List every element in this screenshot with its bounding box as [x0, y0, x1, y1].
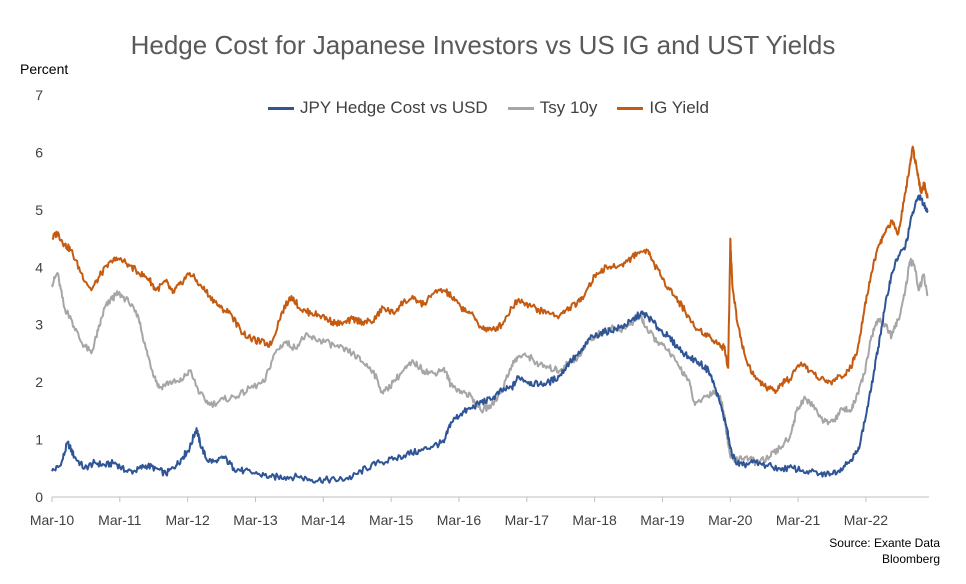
- source-line-1: Source: Exante Data: [829, 536, 940, 550]
- y-axis-unit-label: Percent: [20, 61, 69, 77]
- legend-label-jpy-hedge-cost: JPY Hedge Cost vs USD: [300, 98, 488, 117]
- y-tick-label: 4: [35, 259, 43, 275]
- y-tick-label: 3: [35, 317, 43, 333]
- legend-label-ig-yield: IG Yield: [649, 98, 709, 117]
- legend-label-tsy-10y: Tsy 10y: [539, 98, 598, 117]
- x-tick-label: Mar-18: [572, 512, 617, 528]
- x-tick-label: Mar-15: [369, 512, 414, 528]
- source-line-2: Bloomberg: [881, 552, 940, 566]
- legend-swatch-jpy-hedge-cost: [268, 106, 294, 110]
- x-tick-label: Mar-13: [233, 512, 278, 528]
- x-tick-label: Mar-14: [301, 512, 346, 528]
- x-tick-label: Mar-12: [165, 512, 210, 528]
- x-tick-label: Mar-19: [640, 512, 685, 528]
- x-tick-label: Mar-21: [776, 512, 821, 528]
- x-tick-label: Mar-10: [30, 512, 75, 528]
- x-tick-label: Mar-11: [98, 512, 142, 528]
- x-tick-label: Mar-20: [708, 512, 753, 528]
- series-line-jpy-hedge-cost-vs-usd: [51, 194, 929, 484]
- y-tick-label: 6: [35, 144, 43, 160]
- legend-item-tsy-10y: Tsy 10y: [507, 98, 598, 118]
- series-line-ig-yield: [51, 145, 929, 395]
- y-tick-label: 5: [35, 202, 43, 218]
- y-tick-label: 1: [35, 432, 43, 448]
- x-tick-label: Mar-17: [505, 512, 550, 528]
- x-tick-label: Mar-16: [437, 512, 482, 528]
- legend-item-ig-yield: IG Yield: [617, 98, 709, 118]
- source-note: Source: Exante Data Bloomberg: [829, 535, 940, 567]
- x-tick-label: Mar-22: [844, 512, 889, 528]
- chart-title: Hedge Cost for Japanese Investors vs US …: [130, 30, 836, 60]
- legend: JPY Hedge Cost vs USD Tsy 10y IG Yield: [268, 98, 709, 118]
- y-tick-label: 7: [35, 87, 43, 103]
- y-tick-label: 2: [35, 374, 43, 390]
- legend-swatch-tsy-10y: [507, 106, 534, 110]
- series-line-tsy-10y: [51, 257, 929, 467]
- legend-swatch-ig-yield: [617, 106, 644, 110]
- y-tick-label: 0: [35, 489, 43, 505]
- legend-item-jpy-hedge-cost: JPY Hedge Cost vs USD: [268, 98, 488, 118]
